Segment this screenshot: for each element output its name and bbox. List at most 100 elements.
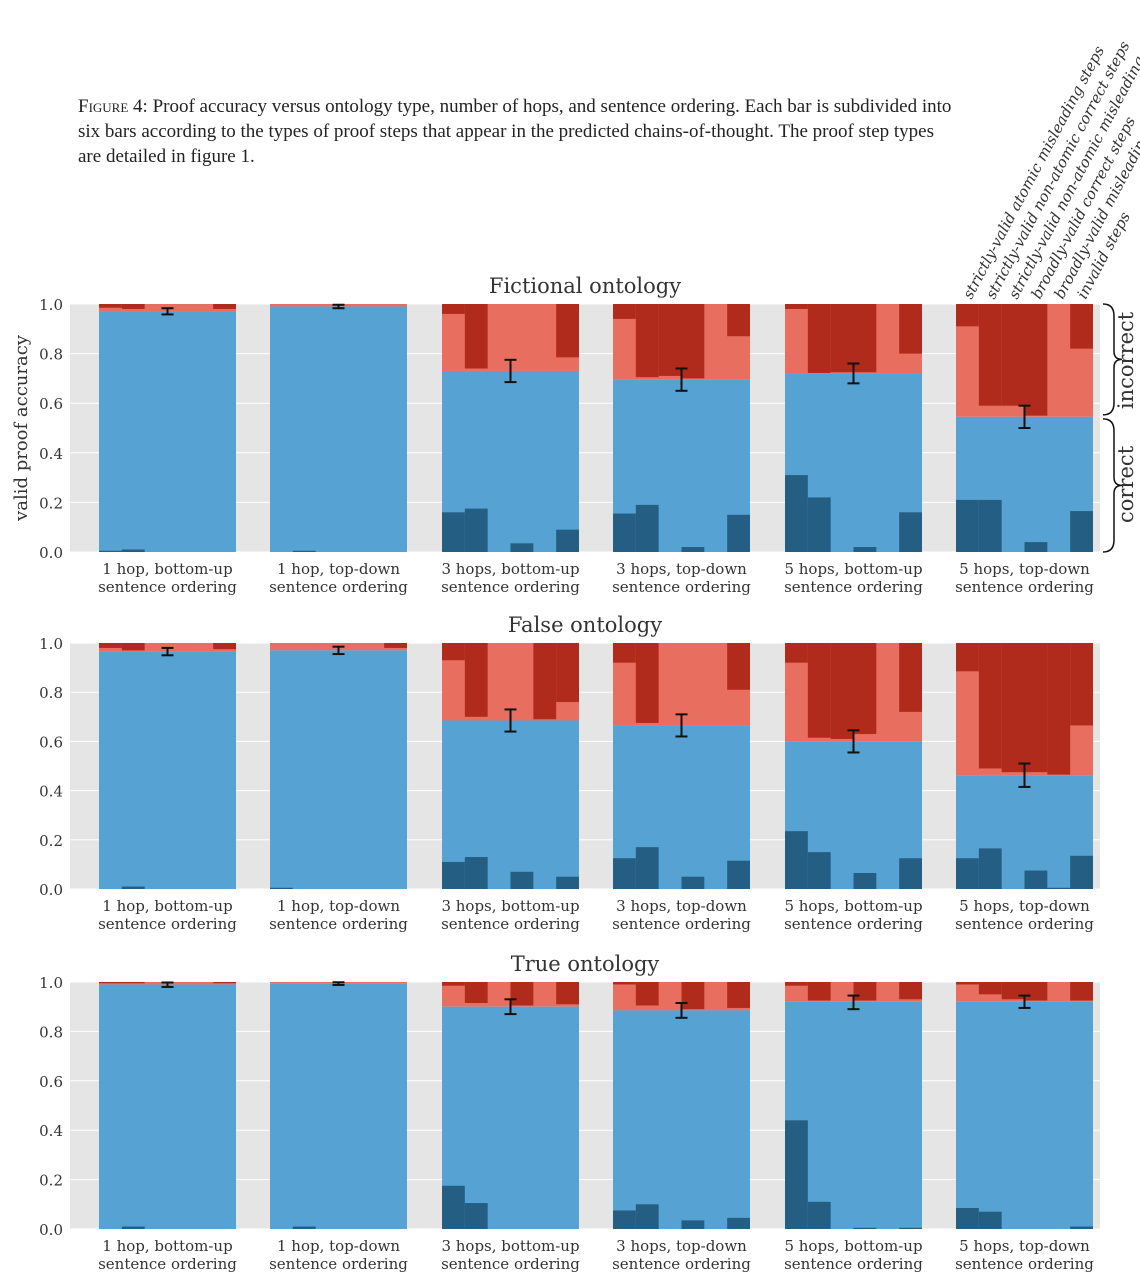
- correct-step-bar: [899, 1227, 922, 1229]
- correct-step-bar: [681, 547, 705, 552]
- x-tick-label: 5 hops, top-down: [959, 1237, 1090, 1255]
- correct-step-bar: [121, 1226, 145, 1229]
- incorrect-step-bar: [635, 643, 659, 723]
- chart-title: False ontology: [508, 613, 662, 637]
- incorrect-step-bar: [99, 643, 122, 648]
- incorrect-step-bar: [956, 643, 979, 672]
- incorrect-step-bar: [1001, 304, 1025, 406]
- correct-step-bar: [727, 1217, 750, 1229]
- x-tick-label: sentence ordering: [612, 915, 751, 933]
- correct-bar: [270, 306, 407, 552]
- incorrect-step-bar: [830, 304, 854, 373]
- x-tick-label: sentence ordering: [441, 578, 580, 596]
- incorrect-step-bar: [442, 982, 465, 986]
- correct-step-bar: [956, 499, 979, 552]
- correct-step-bar: [442, 861, 465, 889]
- correct-step-bar: [635, 504, 659, 552]
- correct-step-bar: [510, 871, 534, 889]
- correct-step-bar: [853, 547, 877, 552]
- correct-step-bar: [1024, 542, 1048, 552]
- x-tick-label: 3 hops, top-down: [616, 897, 747, 915]
- incorrect-step-bar: [635, 982, 659, 1006]
- incorrect-step-bar: [464, 304, 488, 369]
- y-tick-label: 0.2: [39, 1172, 63, 1190]
- correct-step-bar: [681, 876, 705, 889]
- correct-step-bar: [556, 529, 579, 552]
- correct-step-bar: [121, 886, 145, 889]
- correct-step-bar: [635, 847, 659, 889]
- y-tick-label: 0.2: [39, 832, 63, 850]
- incorrect-step-bar: [681, 304, 705, 379]
- chart-panel: 0.0 0.2 0.4 0.6 0.8 1.0 False ontology 1 hop, b…: [39, 613, 1100, 933]
- x-tick-label: sentence ordering: [98, 915, 237, 933]
- correct-bar: [270, 983, 407, 1229]
- incorrect-step-bar: [213, 982, 236, 984]
- incorrect-step-bar: [785, 643, 808, 663]
- incorrect-step-bar: [121, 304, 145, 309]
- correct-step-bar: [853, 1227, 877, 1229]
- correct-bar: [270, 650, 407, 889]
- correct-step-bar: [899, 512, 922, 552]
- correct-step-bar: [1070, 855, 1093, 889]
- x-tick-label: 3 hops, bottom-up: [441, 897, 579, 915]
- correct-step-bar: [464, 857, 488, 889]
- incorrect-step-bar: [658, 304, 682, 376]
- x-tick-label: sentence ordering: [784, 578, 923, 596]
- incorrect-step-bar: [899, 643, 922, 712]
- incorrect-step-bar: [1047, 643, 1071, 775]
- incorrect-step-bar: [213, 304, 236, 309]
- correct-step-bar: [727, 860, 750, 889]
- x-tick-label: sentence ordering: [612, 578, 751, 596]
- correct-brace: [1102, 418, 1123, 553]
- correct-step-bar: [956, 858, 979, 889]
- incorrect-step-bar: [1070, 643, 1093, 726]
- y-tick-label: 0.0: [39, 544, 63, 562]
- y-tick-label: 0.0: [39, 1221, 63, 1239]
- correct-step-bar: [635, 1204, 659, 1229]
- incorrect-step-bar: [978, 982, 1002, 995]
- incorrect-step-bar: [830, 643, 854, 739]
- y-tick-label: 0.0: [39, 881, 63, 899]
- correct-brace-label: correct: [1114, 445, 1138, 523]
- plot-background: [70, 643, 1100, 889]
- x-tick-label: 3 hops, bottom-up: [441, 1237, 579, 1255]
- x-tick-label: sentence ordering: [955, 578, 1094, 596]
- incorrect-step-bar: [807, 643, 831, 738]
- correct-step-bar: [853, 873, 877, 889]
- caption-text: Proof accuracy versus ontology type, num…: [78, 96, 952, 167]
- y-tick-label: 0.4: [39, 783, 63, 801]
- y-tick-label: 0.2: [39, 494, 63, 512]
- incorrect-step-bar: [556, 304, 579, 358]
- incorrect-step-bar: [556, 982, 579, 1005]
- incorrect-step-bar: [785, 304, 808, 309]
- incorrect-step-bar: [853, 643, 877, 735]
- incorrect-step-bar: [613, 304, 636, 319]
- y-tick-label: 0.4: [39, 1122, 63, 1140]
- correct-step-bar: [978, 848, 1002, 889]
- x-tick-label: 3 hops, bottom-up: [441, 560, 579, 578]
- incorrect-step-bar: [785, 982, 808, 986]
- y-tick-label: 1.0: [39, 974, 63, 992]
- x-tick-label: 1 hop, top-down: [277, 1237, 400, 1255]
- correct-step-bar: [956, 1208, 979, 1229]
- x-tick-label: 1 hop, bottom-up: [102, 897, 232, 915]
- incorrect-step-bar: [464, 982, 488, 1003]
- x-tick-label: 5 hops, bottom-up: [784, 560, 922, 578]
- correct-step-bar: [510, 543, 534, 552]
- x-tick-label: 1 hop, bottom-up: [102, 1237, 232, 1255]
- incorrect-step-bar: [899, 304, 922, 354]
- incorrect-step-bar: [556, 643, 579, 703]
- y-tick-label: 1.0: [39, 635, 63, 653]
- incorrect-step-bar: [853, 304, 877, 373]
- x-tick-label: sentence ordering: [955, 1255, 1094, 1272]
- x-tick-label: 1 hop, bottom-up: [102, 560, 232, 578]
- incorrect-step-bar: [213, 643, 236, 650]
- x-tick-label: 5 hops, top-down: [959, 560, 1090, 578]
- correct-step-bar: [99, 550, 122, 552]
- incorrect-step-bar: [533, 643, 557, 720]
- correct-step-bar: [556, 876, 579, 889]
- incorrect-step-bar: [613, 982, 636, 985]
- correct-step-bar: [464, 1203, 488, 1229]
- incorrect-step-bar: [1024, 304, 1048, 416]
